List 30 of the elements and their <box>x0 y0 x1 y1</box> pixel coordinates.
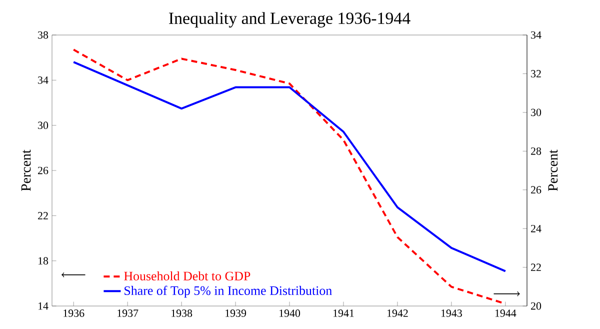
x-tick-label: 1940 <box>280 310 300 317</box>
y-tick-label: 34 <box>38 76 48 84</box>
y2-tick-label: 32 <box>531 70 541 78</box>
x-tick-label: 1941 <box>333 310 354 317</box>
y2-tick-label: 28 <box>531 147 542 155</box>
y2-axis-title: Percent <box>548 150 558 192</box>
y-tick-label: 26 <box>38 166 48 174</box>
line-series <box>72 61 506 272</box>
x-tick-label: 1943 <box>441 310 462 317</box>
y2-tick-label: 30 <box>531 108 542 116</box>
x-tick-label: 1944 <box>495 310 516 317</box>
x-tick-label: 1939 <box>226 310 246 317</box>
y2-tick-label: 24 <box>531 224 542 232</box>
y-tick-label: 30 <box>38 122 48 130</box>
y-axis-title: Percent <box>21 150 31 192</box>
y-tick-label: 14 <box>38 302 48 310</box>
chart-title: Inequality and Leverage 1936-1944 <box>169 12 410 28</box>
y2-tick-label: 34 <box>531 31 542 39</box>
y-tick-label: 22 <box>38 212 48 220</box>
x-tick-label: 1936 <box>64 310 84 317</box>
x-tick-label: 1938 <box>172 310 192 317</box>
y2-tick-label: 22 <box>531 264 541 271</box>
legend-label: Share of Top 5% in Income Distribution <box>124 286 332 298</box>
y2-tick-label: 26 <box>531 186 542 194</box>
legend-label: Household Debt to GDP <box>124 271 250 280</box>
y2-tick-label: 20 <box>531 302 542 310</box>
x-tick-label: 1937 <box>118 310 138 317</box>
y-tick-label: 18 <box>38 257 48 265</box>
x-tick-label: 1942 <box>387 310 408 317</box>
y-tick-label: 38 <box>38 31 48 39</box>
